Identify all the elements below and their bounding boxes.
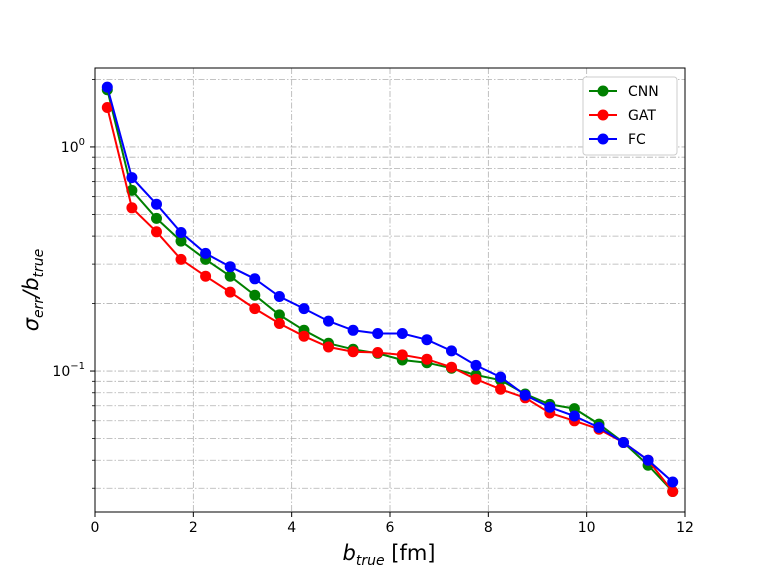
data-point-gat: [667, 486, 679, 497]
data-point-gat: [470, 373, 482, 385]
data-point-fc: [101, 81, 113, 93]
data-point-fc: [470, 359, 482, 371]
y-tick-label: 100: [61, 137, 85, 156]
data-point-fc: [568, 410, 580, 422]
data-point-fc: [126, 172, 138, 184]
data-point-cnn: [151, 212, 162, 224]
x-tick-label: 10: [578, 520, 596, 536]
data-point-cnn: [175, 235, 187, 247]
data-point-cnn: [224, 270, 236, 282]
data-point-fc: [593, 422, 605, 433]
legend: CNN GAT FC: [582, 76, 678, 156]
data-point-fc: [618, 437, 629, 448]
x-tick-label: 4: [287, 520, 296, 536]
data-point-fc: [323, 315, 334, 327]
data-point-gat: [200, 270, 212, 282]
legend-item-gat: GAT: [589, 108, 656, 124]
x-tick-label: 12: [676, 520, 694, 536]
x-tick-label: 2: [189, 520, 198, 536]
data-point-gat: [249, 303, 261, 315]
legend-label-fc: FC: [628, 132, 646, 148]
data-point-gat: [372, 347, 384, 358]
data-point-fc: [421, 334, 433, 346]
data-point-fc: [249, 273, 261, 285]
legend-label-gat: GAT: [628, 108, 656, 124]
data-point-gat: [396, 349, 408, 361]
data-point-cnn: [249, 289, 261, 301]
data-point-fc: [667, 476, 679, 488]
legend-marker-fc: [597, 133, 609, 145]
axis-ticks: 0 2 4 6 8 10 12 100 10−1: [52, 79, 694, 536]
legend-marker-gat: [597, 109, 609, 121]
data-point-fc: [200, 247, 212, 259]
data-point-gat: [273, 318, 285, 329]
data-point-fc: [642, 454, 654, 466]
x-axis-label: btrue [fm]: [343, 541, 436, 569]
data-point-fc: [151, 198, 162, 210]
data-point-fc: [544, 401, 556, 413]
data-point-fc: [273, 291, 285, 302]
data-point-gat: [101, 102, 113, 113]
x-tick-label: 0: [91, 520, 100, 536]
data-point-fc: [372, 328, 384, 339]
data-point-gat: [421, 353, 433, 365]
data-point-fc: [519, 389, 531, 401]
x-tick-label: 6: [386, 520, 395, 536]
legend-item-fc: FC: [589, 132, 646, 148]
data-point-gat: [347, 346, 359, 358]
series-fc: [101, 81, 679, 488]
data-point-fc: [396, 328, 408, 339]
y-axis-label: σerr/btrue: [19, 249, 47, 332]
data-point-gat: [446, 361, 457, 373]
legend-label-cnn: CNN: [628, 84, 659, 100]
data-point-fc: [224, 261, 236, 273]
data-point-gat: [495, 383, 507, 395]
data-point-gat: [323, 341, 334, 353]
x-tick-label: 8: [484, 520, 493, 536]
data-point-cnn: [273, 309, 285, 321]
data-point-gat: [298, 330, 310, 342]
legend-marker-cnn: [597, 85, 609, 97]
data-point-gat: [126, 202, 138, 214]
data-point-fc: [495, 371, 507, 383]
series-layer: [101, 81, 679, 497]
data-point-fc: [347, 324, 359, 336]
data-point-fc: [175, 227, 187, 238]
data-point-gat: [175, 253, 187, 265]
data-point-gat: [151, 226, 162, 238]
y-tick-label: 10−1: [52, 361, 85, 380]
data-point-fc: [446, 345, 457, 357]
data-point-gat: [224, 286, 236, 298]
legend-item-cnn: CNN: [589, 84, 659, 100]
data-point-fc: [298, 303, 310, 315]
